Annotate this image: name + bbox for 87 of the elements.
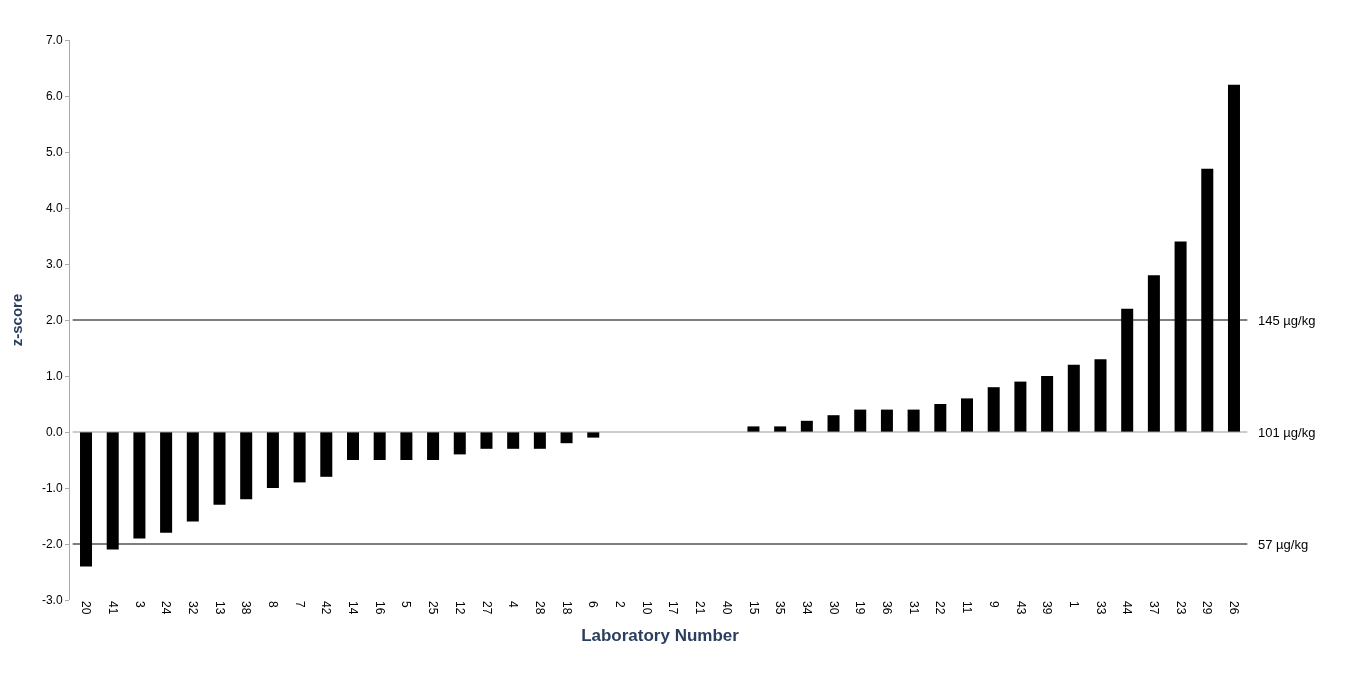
y-tick-label: 6.0	[45, 89, 63, 104]
bar	[133, 432, 146, 539]
x-tick-label: 6	[586, 601, 601, 608]
bar	[186, 432, 199, 522]
x-tick-label: 10	[639, 601, 654, 615]
bar	[1067, 364, 1080, 432]
y-tick-label: 0.0	[45, 425, 63, 440]
bar	[346, 432, 359, 460]
x-tick-label: 44	[1120, 601, 1135, 615]
bar	[160, 432, 173, 533]
x-tick-label: 28	[532, 601, 547, 615]
x-tick-label: 39	[1040, 601, 1055, 615]
bar	[1041, 376, 1054, 432]
x-tick-label: 21	[693, 601, 708, 615]
bar	[907, 409, 920, 432]
x-tick-label: 15	[746, 601, 761, 615]
bar	[1014, 381, 1027, 432]
x-tick-label: 4	[506, 601, 521, 608]
y-tick-label: -1.0	[41, 481, 63, 496]
ref-line-label: 57 µg/kg	[1258, 537, 1309, 552]
x-tick-label: 35	[773, 601, 788, 615]
x-tick-label: 40	[719, 601, 734, 615]
bar	[293, 432, 306, 483]
x-tick-label: 22	[933, 601, 948, 615]
bar	[427, 432, 440, 460]
bar	[507, 432, 520, 449]
x-tick-label: 27	[479, 601, 494, 615]
bar	[373, 432, 386, 460]
x-tick-label: 32	[185, 601, 200, 615]
x-axis-title: Laboratory Number	[581, 626, 740, 646]
x-tick-label: 31	[906, 601, 921, 615]
x-tick-label: 16	[372, 601, 387, 615]
x-tick-label: 9	[986, 601, 1001, 608]
x-tick-label: 37	[1146, 601, 1161, 615]
bar	[400, 432, 413, 460]
x-tick-label: 29	[1200, 601, 1215, 615]
bar	[266, 432, 279, 488]
x-tick-label: 25	[426, 601, 441, 615]
y-tick-label: -3.0	[41, 593, 63, 608]
y-tick-label: 7.0	[45, 33, 63, 48]
x-tick-label: 42	[319, 601, 334, 615]
bar	[480, 432, 493, 449]
x-tick-label: 2	[613, 601, 628, 608]
bar	[1094, 359, 1107, 432]
y-tick-label: 4.0	[45, 201, 63, 216]
y-axis-title: z-score	[8, 293, 26, 347]
x-tick-label: 36	[880, 601, 895, 615]
x-tick-label: 43	[1013, 601, 1028, 615]
y-tick-label: 5.0	[45, 145, 63, 160]
x-tick-label: 8	[266, 601, 280, 608]
bar	[961, 398, 974, 432]
y-tick-label: 3.0	[45, 257, 63, 272]
bar	[880, 409, 893, 432]
x-tick-label: 12	[452, 601, 467, 615]
bar	[213, 432, 226, 505]
bar	[240, 432, 253, 500]
y-tick-label: 2.0	[45, 313, 63, 328]
x-tick-label: 23	[1173, 601, 1188, 615]
bar	[533, 432, 546, 449]
bar	[827, 415, 840, 432]
x-tick-label: 33	[1093, 601, 1108, 615]
x-tick-label: 14	[346, 601, 361, 615]
x-tick-label: 7	[292, 601, 307, 608]
bar	[854, 409, 867, 432]
x-tick-label: 3	[132, 601, 147, 608]
x-tick-label: 17	[666, 601, 681, 615]
x-tick-label: 11	[960, 601, 975, 614]
x-tick-label: 41	[105, 601, 120, 615]
x-tick-label: 19	[853, 601, 868, 615]
bar	[453, 432, 466, 455]
x-tick-label: 20	[79, 601, 94, 615]
x-tick-label: 34	[799, 601, 814, 615]
x-tick-label: 18	[559, 601, 574, 615]
x-tick-label: 26	[1227, 601, 1242, 615]
x-tick-label: 1	[1066, 601, 1081, 608]
x-tick-label: 5	[399, 601, 414, 608]
bar	[934, 404, 947, 432]
x-tick-label: 13	[212, 601, 227, 615]
ref-line-label: 145 µg/kg	[1258, 313, 1316, 328]
x-tick-label: 30	[826, 601, 841, 615]
y-tick-label: 1.0	[45, 369, 63, 384]
x-tick-label: 24	[159, 601, 174, 615]
ref-line-label: 101 µg/kg	[1258, 425, 1316, 440]
y-tick-label: -2.0	[41, 537, 63, 552]
bar	[987, 387, 1000, 432]
bar	[320, 432, 333, 477]
x-tick-label: 38	[239, 601, 254, 615]
